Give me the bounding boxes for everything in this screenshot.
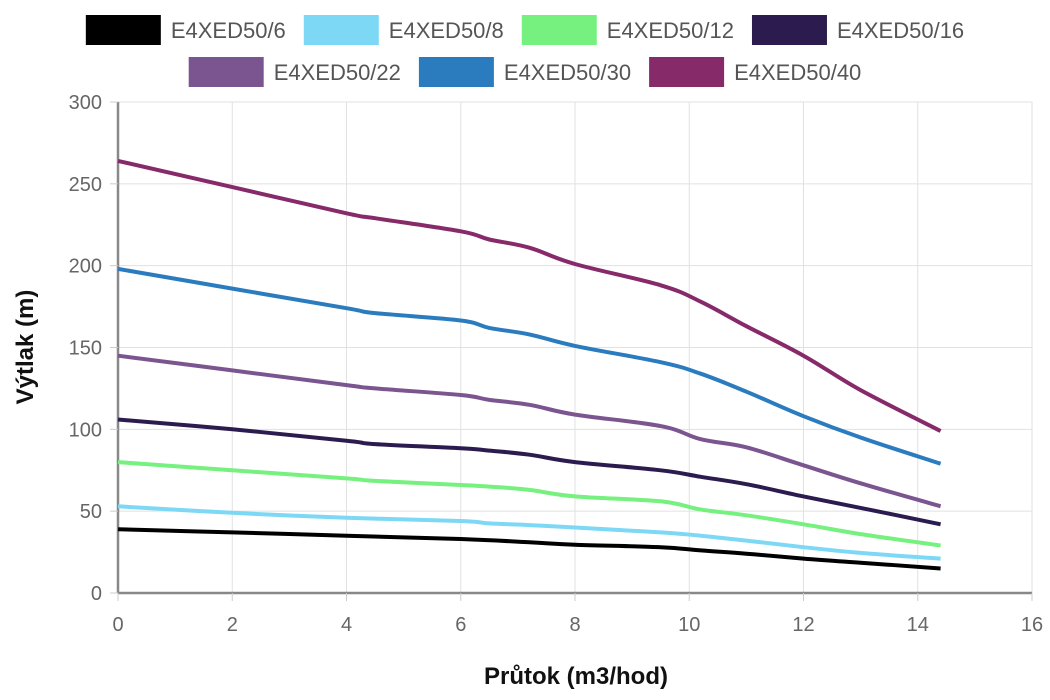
legend-label: E4XED50/16 <box>837 18 964 43</box>
series-line-1 <box>117 527 941 571</box>
x-tick-label: 16 <box>1021 614 1043 636</box>
y-tick-label: 0 <box>91 583 102 605</box>
y-tick-label: 200 <box>69 256 102 278</box>
legend-item[interactable]: E4XED50/12 <box>521 15 734 45</box>
x-axis-ticks: 0 2 4 6 8 10 12 14 16 <box>112 593 1043 636</box>
x-tick-label: 2 <box>227 614 238 636</box>
x-tick-label: 0 <box>112 614 123 636</box>
legend-swatch <box>418 57 494 87</box>
y-tick-label: 50 <box>80 501 102 523</box>
x-tick-label: 10 <box>678 614 700 636</box>
legend-swatch <box>649 57 725 87</box>
legend-label: E4XED50/8 <box>389 18 504 43</box>
y-axis-ticks: 0 50 100 150 200 250 300 <box>69 92 118 605</box>
y-tick-label: 100 <box>69 419 102 441</box>
legend-item[interactable]: E4XED50/16 <box>751 15 964 45</box>
x-tick-label: 8 <box>569 614 580 636</box>
y-tick-label: 250 <box>69 174 102 196</box>
y-tick-label: 300 <box>69 92 102 114</box>
series-line-6 <box>117 266 942 466</box>
x-tick-label: 12 <box>792 614 814 636</box>
chart-legend: E4XED50/6 E4XED50/8 E4XED50/12 E4XED50/16 E4… <box>85 15 964 87</box>
legend-item[interactable]: E4XED50/8 <box>303 15 504 45</box>
x-axis-title: Průtok (m3/hod) <box>484 663 668 690</box>
legend-swatch <box>303 15 379 45</box>
legend-item[interactable]: E4XED50/22 <box>188 57 401 87</box>
legend-swatch <box>521 15 597 45</box>
legend-label: E4XED50/40 <box>734 60 861 85</box>
legend-label: E4XED50/6 <box>171 18 286 43</box>
y-axis-title: Výtlak (m) <box>12 290 39 405</box>
legend-swatch <box>188 57 264 87</box>
legend-label: E4XED50/22 <box>274 60 401 85</box>
legend-label: E4XED50/30 <box>504 60 631 85</box>
legend-item[interactable]: E4XED50/30 <box>418 57 631 87</box>
grid-lines <box>118 101 1033 593</box>
legend-item[interactable]: E4XED50/6 <box>85 15 286 45</box>
series-lines <box>117 158 942 571</box>
x-tick-label: 4 <box>341 614 352 636</box>
series-line-4 <box>117 417 942 527</box>
x-tick-label: 14 <box>907 614 929 636</box>
legend-label: E4XED50/12 <box>607 18 734 43</box>
legend-swatch <box>85 15 161 45</box>
series-line-2 <box>117 504 941 561</box>
legend-swatch <box>751 15 827 45</box>
series-line-3 <box>117 460 941 548</box>
series-line-5 <box>117 353 942 509</box>
x-tick-label: 6 <box>455 614 466 636</box>
legend-item[interactable]: E4XED50/40 <box>649 57 861 87</box>
y-tick-label: 150 <box>69 338 102 360</box>
series-line-7 <box>117 158 942 433</box>
